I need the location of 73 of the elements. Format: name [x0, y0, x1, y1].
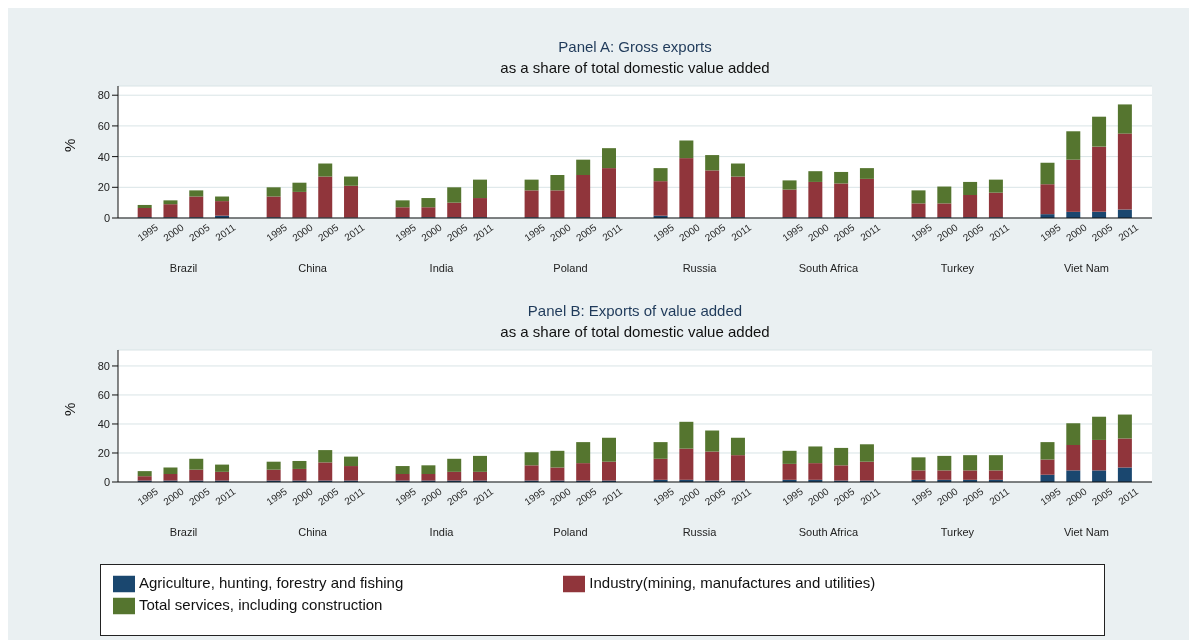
- x-tick-label: 1995: [780, 221, 806, 244]
- x-tick-label: 2011: [342, 485, 367, 507]
- x-tick-label: 1995: [522, 221, 548, 244]
- x-tick-label: 2000: [290, 221, 316, 244]
- x-tick-label: 2011: [729, 221, 754, 243]
- text: Russia: [681, 526, 718, 538]
- x-tick-label: 1995: [264, 485, 290, 508]
- legend-label: Industry(mining, manufactures and utilities): [589, 573, 876, 591]
- x-tick-label: 1995: [1038, 221, 1064, 244]
- legend-label: Total services, including construction: [139, 595, 383, 613]
- x-tick-label: 2011: [729, 485, 754, 507]
- x-tick-label: 2011: [213, 221, 238, 243]
- chart-title: Panel B: Exports of value added: [526, 302, 744, 321]
- x-tick-label: 2011: [213, 485, 238, 507]
- text: China: [297, 526, 328, 538]
- x-tick-label: 2000: [161, 485, 187, 508]
- x-tick-label: 1995: [780, 485, 806, 508]
- x-tick-label: 2011: [858, 221, 883, 243]
- text: China: [297, 262, 328, 274]
- x-tick-label: 1995: [135, 221, 161, 244]
- x-tick-label: 1995: [909, 485, 935, 508]
- text: Turkey: [939, 262, 976, 274]
- y-tick-label: 20: [97, 181, 110, 194]
- text: Turkey: [939, 526, 976, 538]
- x-tick-label: 1995: [651, 221, 677, 244]
- x-tick-label: 1995: [264, 221, 290, 244]
- x-tick-label: 2000: [290, 485, 316, 508]
- chart-subtitle: as a share of total domestic value added: [499, 323, 771, 342]
- y-tick-label: 40: [97, 150, 110, 163]
- chart-title: Panel A: Gross exports: [557, 38, 713, 57]
- text: Poland: [552, 526, 589, 538]
- text: India: [428, 526, 455, 538]
- x-tick-label: 2011: [1116, 221, 1141, 243]
- legend-label: Agriculture, hunting, forestry and fishing: [139, 573, 404, 591]
- x-tick-label: 2011: [987, 221, 1012, 243]
- y-tick-label: 0: [103, 211, 110, 224]
- y-tick-label: 60: [97, 388, 110, 401]
- y-tick-label: 60: [97, 119, 110, 132]
- x-tick-label: 1995: [1038, 485, 1064, 508]
- text: Viet Nam: [1062, 262, 1110, 274]
- x-tick-label: 1995: [522, 485, 548, 508]
- x-tick-label: 1995: [651, 485, 677, 508]
- x-tick-label: 2011: [987, 485, 1012, 507]
- x-tick-label: 2011: [1116, 485, 1141, 507]
- x-tick-label: 1995: [393, 221, 419, 244]
- text: South Africa: [797, 262, 860, 274]
- y-tick-label: 0: [103, 475, 110, 488]
- text: Poland: [552, 262, 589, 274]
- x-tick-label: 2000: [419, 221, 445, 244]
- x-tick-label: 2011: [600, 221, 625, 243]
- x-tick-label: 1995: [135, 485, 161, 508]
- chart-subtitle: as a share of total domestic value added: [499, 59, 771, 78]
- x-tick-label: 2011: [471, 221, 496, 243]
- text: Viet Nam: [1062, 526, 1110, 538]
- text: India: [428, 262, 455, 274]
- y-axis-title: %: [61, 402, 79, 416]
- x-tick-label: 1995: [909, 221, 935, 244]
- x-tick-label: 2000: [161, 221, 187, 244]
- y-axis-title: %: [61, 138, 79, 152]
- y-tick-label: 80: [97, 89, 110, 102]
- x-tick-label: 2011: [471, 485, 496, 507]
- y-tick-label: 20: [97, 446, 110, 459]
- x-tick-label: 2011: [600, 485, 625, 507]
- y-tick-label: 40: [97, 417, 110, 430]
- text: Russia: [681, 262, 718, 274]
- text: South Africa: [797, 526, 860, 538]
- x-tick-label: 2011: [342, 221, 367, 243]
- y-tick-label: 80: [97, 359, 110, 372]
- x-tick-label: 1995: [393, 485, 419, 508]
- x-tick-label: 2000: [419, 485, 445, 508]
- text: Brazil: [168, 526, 199, 538]
- x-tick-label: 2011: [858, 485, 883, 507]
- text: Brazil: [168, 262, 199, 274]
